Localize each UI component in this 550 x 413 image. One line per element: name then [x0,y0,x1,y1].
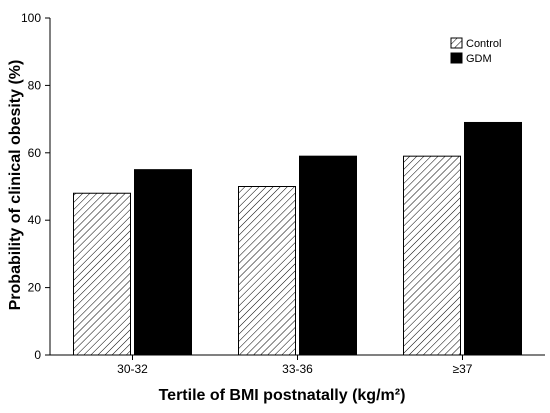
bar-gdm [464,121,522,356]
legend-swatch-control [450,37,463,49]
x-tick-label: 30-32 [117,362,148,376]
bar-control [403,155,461,356]
bar-gdm [299,155,357,356]
y-tick-label: 0 [34,348,41,362]
legend-label-control: Control [466,38,501,50]
y-axis-title: Probability of clinical obesity (%) [7,60,24,311]
x-tick-label: ≥37 [453,362,473,376]
bars [73,121,522,356]
y-tick-label: 60 [28,146,42,160]
y-tick-label: 40 [28,213,42,227]
x-tick-label: 33-36 [282,362,313,376]
legend-label-gdm: GDM [466,53,492,65]
bar-control [73,192,131,356]
legend-swatch-gdm [450,52,463,64]
x-axis-title: Tertile of BMI postnatally (kg/m²) [159,387,406,404]
legend: Control GDM [450,37,501,65]
axes: 0 20 40 60 80 100 30-32 33-36 ≥37 [21,11,545,376]
y-tick-label: 20 [28,281,42,295]
bar-gdm [134,169,192,356]
y-tick-label: 80 [28,78,42,92]
y-tick-label: 100 [21,11,41,25]
bar-control [238,186,296,356]
